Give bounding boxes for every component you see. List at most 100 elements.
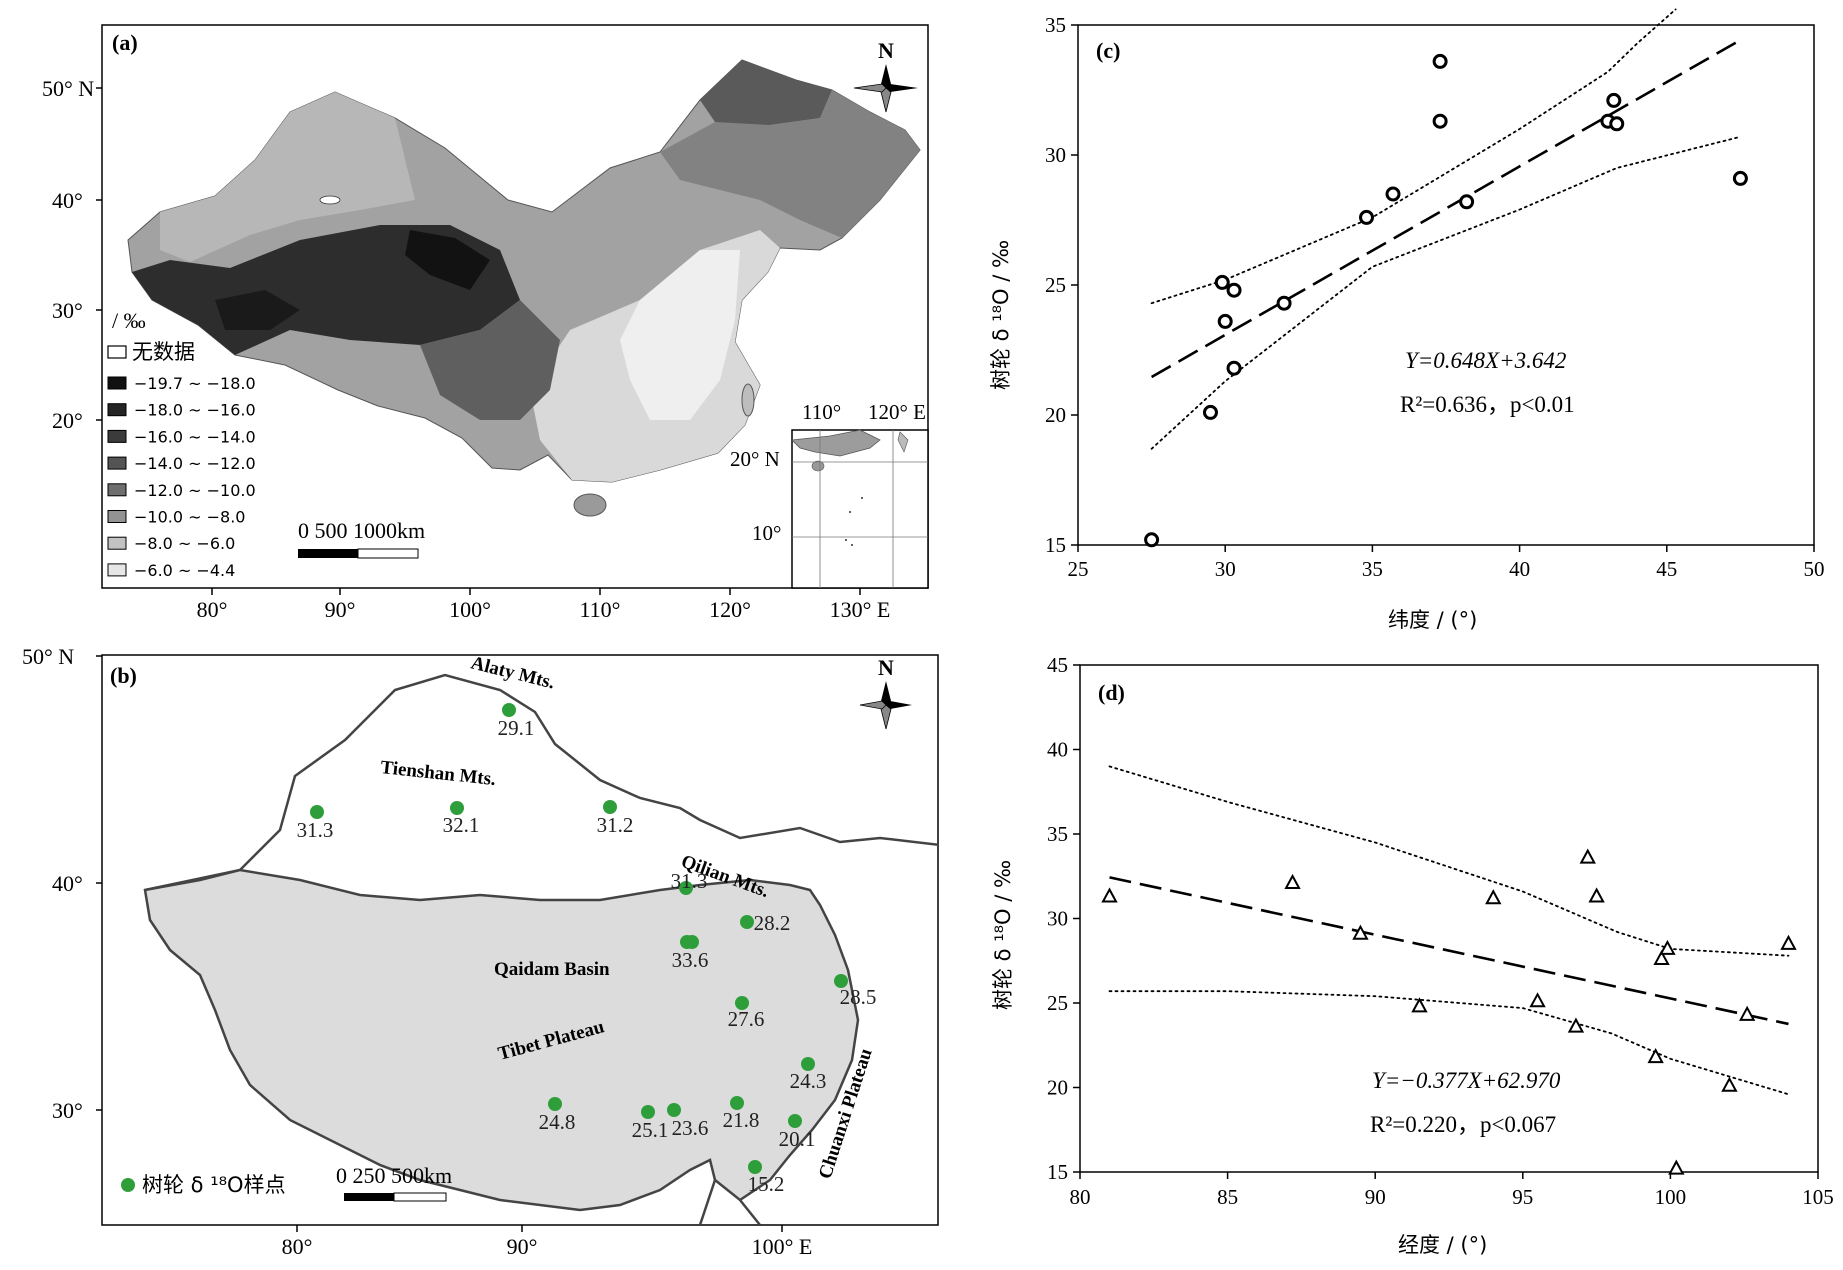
nodata-lake [319,195,341,205]
panel-b-lat-tick: 50° N [22,644,74,669]
legend-swatch [107,510,127,523]
sample-site-marker [740,915,754,929]
y-tick-label: 25 [1047,991,1068,1015]
panel-b-lat-ticks: 50° N 40° 30° [22,644,102,1123]
sample-site-marker [680,935,694,949]
legend-range-label: −6.0 ~ −4.4 [134,561,235,580]
legend-swatch [107,456,127,470]
data-point [1284,873,1301,890]
panel-a-north-label: N [878,38,894,63]
panel-b-lon-ticks: 80° 90° 100° E [282,1225,813,1259]
sample-site-marker [641,1105,655,1119]
site-legend-marker [121,1178,135,1192]
chart-c-latitude-scatter: (c) Y=0.648X+3.642 R²=0.636，p<0.01 纬度 / … [989,8,1825,632]
panel-b-lat-tick: 30° [52,1098,83,1123]
x-tick-label: 30 [1215,557,1236,581]
sample-site-value: 31.3 [671,869,708,893]
tibet-qinghai-region [143,868,860,1212]
chart-d-equation: Y=−0.377X+62.970 [1372,1068,1561,1093]
panel-a-lon-tick: 110° [580,597,621,622]
inset-lat-20: 20° N [730,447,780,471]
sample-site-value: 27.6 [728,1007,765,1031]
data-point [1217,313,1233,329]
data-point [1226,282,1242,298]
y-tick-label: 30 [1045,143,1066,167]
sample-site-marker [834,974,848,988]
regression-line [1109,876,1789,1026]
panel-a-lon-ticks: 80° 90° 100° 110° 120° 130° E [197,588,890,622]
sample-site-value: 29.1 [498,716,535,740]
data-point [1653,949,1670,966]
sample-site-value: 24.3 [790,1069,827,1093]
inset-lon-120: 120° E [868,400,926,424]
y-tick-label: 20 [1047,1076,1068,1100]
data-point [1659,939,1676,955]
data-point [1647,1047,1664,1064]
panel-b-lon-tick: 100° E [752,1234,813,1259]
south-china-sea-inset: 110° 120° E 20° N 10° [730,400,929,589]
sample-site-value: 15.2 [748,1172,785,1196]
regression-line [1150,38,1742,379]
panel-b-lon-tick: 90° [507,1234,538,1259]
chart-c-frame [1077,24,1815,546]
y-tick-label: 15 [1045,533,1066,557]
legend-unit: / ‰ [112,308,146,333]
sample-site-value: 25.1 [632,1118,669,1142]
x-tick-label: 105 [1802,1185,1834,1209]
sample-site-value: 24.8 [539,1110,576,1134]
data-point [1144,532,1160,548]
panel-b-lon-tick: 80° [282,1234,313,1259]
hainan-island [573,493,607,517]
data-point [1385,186,1401,202]
legend-range-label: −8.0 ~ −6.0 [134,534,235,553]
x-tick-label: 35 [1362,557,1383,581]
sample-site-marker [450,801,464,815]
sample-site-marker [730,1096,744,1110]
data-point [1459,194,1475,210]
xinjiang-outline [144,673,938,892]
chart-c-equation: Y=0.648X+3.642 [1405,348,1566,373]
sample-site-marker [801,1057,815,1071]
panel-a-lon-tick: 100° [449,597,491,622]
sample-site-marker [603,800,617,814]
northeast-dark-region [700,60,832,130]
data-point [1606,92,1622,108]
chart-d-ylabel: 树轮 δ ¹⁸O / ‰ [991,860,1015,1010]
site-legend-label: 树轮 δ ¹⁸O样点 [142,1173,286,1197]
east-china-lightest [620,250,740,420]
taiwan-island [741,383,755,417]
panel-a-lon-tick: 120° [709,597,751,622]
data-point [1432,53,1448,69]
sample-site-value: 21.8 [723,1108,760,1132]
confidence-band-lower [1150,135,1742,450]
inset-lon-110: 110° [802,400,841,424]
y-tick-label: 15 [1047,1160,1068,1184]
x-tick-label: 95 [1512,1185,1533,1209]
panel-a-lat-tick: 30° [52,298,83,323]
panel-a-lon-tick: 90° [325,597,356,622]
data-point [1202,404,1218,420]
legend-range-label: −14.0 ~ −12.0 [134,454,256,473]
panel-a-lat-tick: 50° N [42,76,94,101]
sample-site-marker [667,1103,681,1117]
chart-d-frame [1079,664,1819,1173]
data-point [1485,889,1502,905]
panel-a-scale-label: 0 500 1000km [298,518,425,543]
legend-swatch [107,403,127,417]
data-point [1214,274,1230,290]
legend-swatch [107,376,127,390]
place-qaidam-basin: Qaidam Basin [494,959,610,980]
legend-swatch [107,563,127,577]
sample-site-marker [788,1114,802,1128]
legend-swatch [107,483,127,497]
region-edge-east [698,1179,717,1225]
sample-site-value: 33.6 [672,948,709,972]
data-point [1359,209,1375,225]
xinjiang-light-region [160,92,415,262]
panel-a-lat-ticks: 50° N 40° 30° 20° [42,76,102,433]
panel-a-scalebar: 0 500 1000km [298,518,425,559]
data-point [1780,934,1797,950]
sample-site-value: 32.1 [443,813,480,837]
data-point [1668,1159,1685,1175]
legend-swatch [107,536,127,550]
